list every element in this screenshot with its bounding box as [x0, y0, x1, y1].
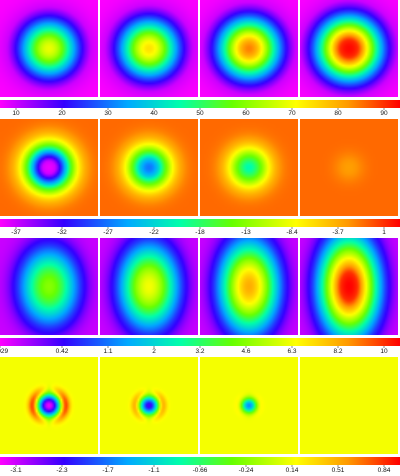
colorbar-tick-label-4-4: -1.1 [148, 467, 160, 474]
colorbar-tick-label-4-5: -0.66 [193, 467, 208, 474]
colorbar-tick-label-4-3: -1.7 [102, 467, 114, 474]
colorbar-tick-label-3-3: 1.1 [103, 348, 112, 355]
colorbar-tick-label-4-6: -0.24 [239, 467, 254, 474]
colorbar-tick-label-3-4: 2 [152, 348, 156, 355]
colorbar-tick-label-1-3: 30 [104, 110, 112, 117]
heatmap-panel-3-1 [0, 238, 98, 335]
heatmap-panel-4-2 [100, 357, 198, 454]
colorbar-tick-label-1-9: 90 [380, 110, 388, 117]
colorbar-tick-label-2-3: -27 [103, 229, 113, 236]
colorbar-tick-label-1-2: 20 [58, 110, 66, 117]
heatmap-panel-3-3 [200, 238, 298, 335]
heatmap-row-3: 0.029 0.42 1.1 2 3.2 4.6 6.3 8.2 10 [0, 238, 400, 355]
colorbar-1 [0, 100, 400, 108]
heatmap-panel-1-2 [100, 0, 198, 97]
colorbar-tick-label-4-2: -2.3 [56, 467, 68, 474]
heatmap-panel-3-4 [300, 238, 398, 335]
heatmap-panel-2-3 [200, 119, 298, 216]
colorbar-tick-label-2-8: -3.7 [332, 229, 344, 236]
colorbar-tick-label-3-1: 0.029 [0, 348, 9, 355]
colorbar-tick-label-2-9: 1 [382, 229, 386, 236]
heatmap-row-1: 10 20 30 40 50 60 70 80 90 [0, 0, 400, 117]
colorbar-tick-label-3-7: 6.3 [287, 348, 296, 355]
colorbar-tick-label-1-4: 40 [150, 110, 158, 117]
colorbar-tick-label-3-5: 3.2 [195, 348, 204, 355]
colorbar-tick-label-2-6: -13 [241, 229, 251, 236]
heatmap-panel-1-4 [300, 0, 398, 97]
colorbar-tick-label-2-5: -18 [195, 229, 205, 236]
heatmap-panel-4-3 [200, 357, 298, 454]
heatmap-panel-2-2 [100, 119, 198, 216]
colorbar-tick-label-4-8: 0.51 [332, 467, 345, 474]
colorbar-tick-label-3-9: 10 [380, 348, 388, 355]
colorbar-tick-label-1-5: 50 [196, 110, 204, 117]
colorbar-tick-label-2-7: -8.4 [286, 229, 298, 236]
colorbar-tick-label-1-8: 80 [334, 110, 342, 117]
heatmap-panel-1-1 [0, 0, 98, 97]
colorbar-tick-label-3-2: 0.42 [56, 348, 69, 355]
colorbar-tick-label-1-6: 60 [242, 110, 250, 117]
heatmap-row-4: -3.1 -2.3 -1.7 -1.1 -0.66 -0.24 0.14 0.51 0.84 [0, 357, 400, 474]
heatmap-panel-4-1 [0, 357, 98, 454]
colorbar-tick-label-3-6: 4.6 [241, 348, 250, 355]
colorbar-3 [0, 338, 400, 346]
colorbar-tick-label-1-1: 10 [12, 110, 20, 117]
colorbar-tick-label-1-7: 70 [288, 110, 296, 117]
colorbar-tick-label-3-8: 8.2 [333, 348, 342, 355]
colorbar-tick-label-2-4: -22 [149, 229, 159, 236]
colorbar-tick-label-2-1: -37 [11, 229, 21, 236]
colorbar-tick-label-4-1: -3.1 [10, 467, 22, 474]
heatmap-panel-2-4 [300, 119, 398, 216]
heatmap-panel-1-3 [200, 0, 298, 97]
colorbar-tick-label-4-7: 0.14 [286, 467, 299, 474]
colorbar-tick-label-4-9: 0.84 [378, 467, 391, 474]
heatmap-panel-4-4 [300, 357, 398, 454]
colorbar-4 [0, 457, 400, 465]
colorbar-tick-label-2-2: -32 [57, 229, 67, 236]
heatmap-panel-3-2 [100, 238, 198, 335]
colorbar-2 [0, 219, 400, 227]
heatmap-row-2: -37 -32 -27 -22 -18 -13 -8.4 -3.7 1 [0, 119, 400, 236]
heatmap-panel-2-1 [0, 119, 98, 216]
